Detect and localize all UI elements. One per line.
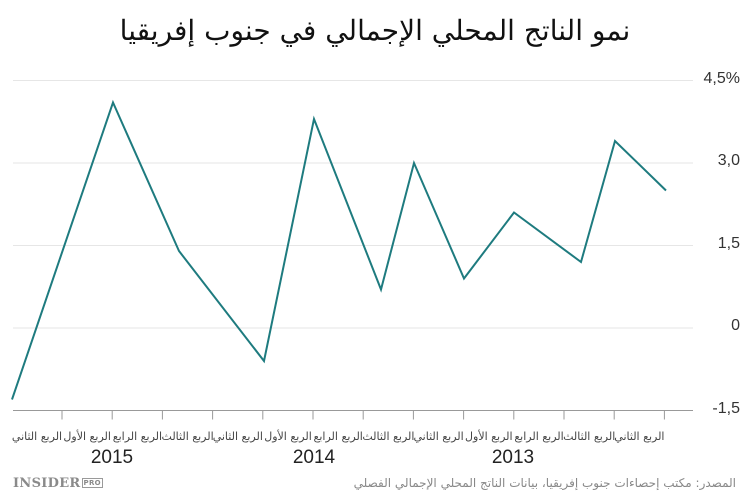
- x-tick-label: الربع الثاني: [11, 430, 63, 443]
- x-tick-label: الربع الأول: [63, 430, 111, 443]
- year-label: 2014: [292, 447, 336, 468]
- logo-text: INSIDER: [13, 476, 81, 491]
- x-tick-label: الربع الثالث: [362, 430, 415, 443]
- x-tick-label: الربع الأول: [465, 430, 513, 443]
- x-tick-label: الربع الرابع: [313, 430, 363, 443]
- x-tick-label: الربع الرابع: [514, 430, 564, 443]
- y-tick-label: -1,5: [712, 399, 740, 417]
- gridlines: [13, 80, 693, 329]
- x-tick-label: الربع الأول: [264, 430, 312, 443]
- y-tick-label: 4,5%: [703, 69, 740, 87]
- insider-pro-logo: INSIDER PRO: [13, 476, 103, 491]
- x-tick-label: الربع الثالث: [563, 430, 616, 443]
- year-label: 2013: [491, 447, 535, 468]
- y-tick-label: 1,5: [717, 234, 740, 252]
- source-note: المصدر: مكتب إحصاءات جنوب إفريقيا، بيانا…: [353, 476, 736, 490]
- x-tick-label: الربع الثالث: [161, 430, 214, 443]
- y-tick-label: 0: [731, 317, 740, 334]
- y-tick-label: 3,0: [717, 152, 740, 169]
- gdp-growth-line: [11, 99, 667, 400]
- x-tick-label: الربع الثاني: [212, 430, 263, 443]
- chart-title: نمو الناتج المحلي الإجمالي في جنوب إفريق…: [119, 14, 631, 47]
- x-axis: [13, 410, 693, 420]
- logo-pro-badge: PRO: [81, 478, 103, 488]
- x-tick-label: الربع الثاني: [413, 430, 464, 443]
- x-tick-label: الربع الثاني: [614, 430, 665, 443]
- year-label: 2015: [90, 447, 134, 468]
- x-tick-label: الربع الرابع: [112, 430, 163, 443]
